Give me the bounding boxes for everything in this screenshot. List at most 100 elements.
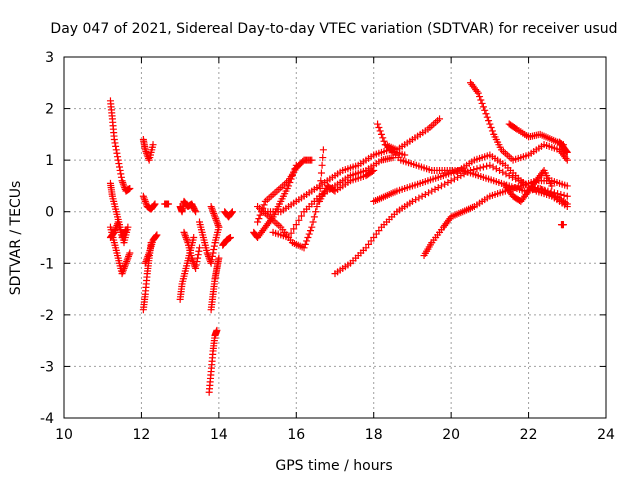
data-point	[113, 149, 121, 157]
data-point	[562, 147, 570, 155]
data-point	[415, 194, 423, 202]
data-point	[180, 228, 188, 236]
data-point	[285, 234, 293, 241]
data-point	[150, 202, 158, 210]
data-point	[478, 99, 486, 107]
data-series-arc-12	[180, 228, 203, 272]
data-point	[434, 184, 442, 192]
data-point	[485, 117, 493, 125]
data-point	[119, 266, 127, 274]
data-point	[483, 162, 491, 170]
data-point	[214, 220, 222, 228]
data-point	[505, 172, 513, 180]
data-point	[450, 175, 458, 183]
data-point	[181, 232, 189, 240]
data-point	[117, 173, 125, 181]
data-series-arc-26	[370, 151, 571, 211]
data-point	[486, 120, 494, 128]
data-point	[215, 223, 223, 231]
data-point	[476, 93, 484, 101]
data-point	[308, 223, 316, 231]
data-point	[208, 204, 216, 212]
data-point	[208, 206, 216, 214]
data-point	[112, 146, 120, 154]
data-point	[481, 106, 489, 114]
data-point	[254, 218, 262, 226]
data-point	[380, 137, 388, 145]
data-point	[563, 182, 571, 190]
data-point	[418, 192, 426, 200]
data-point	[476, 164, 484, 172]
data-point	[563, 192, 571, 200]
data-point	[123, 256, 131, 264]
data-point	[215, 254, 223, 262]
data-point	[210, 209, 218, 217]
data-point	[457, 172, 465, 180]
y-tick-label: 1	[45, 153, 54, 169]
data-point	[126, 185, 134, 193]
data-point	[436, 115, 444, 123]
data-point	[559, 221, 567, 229]
data-point	[121, 263, 129, 271]
data-point	[330, 186, 338, 194]
data-point	[139, 192, 147, 200]
data-series-arc-18	[221, 208, 236, 221]
y-tick-label: -4	[40, 411, 54, 427]
data-series-arc-9	[161, 200, 173, 208]
data-point	[207, 259, 215, 267]
data-point	[182, 234, 190, 241]
data-point	[214, 221, 222, 229]
data-series-arc-8	[141, 231, 161, 267]
data-point	[123, 258, 131, 266]
y-tick-label: 3	[45, 50, 54, 66]
data-point	[153, 231, 161, 239]
data-point	[193, 258, 201, 266]
data-series-arc-29	[420, 177, 571, 260]
data-point	[151, 200, 159, 208]
data-point	[508, 173, 516, 181]
data-point	[260, 201, 268, 209]
data-point	[557, 191, 565, 199]
data-point	[295, 216, 303, 224]
data-point	[213, 218, 221, 226]
data-point	[142, 148, 150, 156]
data-point	[255, 215, 263, 223]
data-point	[140, 194, 148, 202]
data-point	[421, 191, 429, 199]
data-point	[377, 130, 385, 138]
data-point	[116, 166, 124, 174]
plot-border	[63, 56, 607, 419]
data-point	[368, 167, 376, 175]
data-point	[194, 251, 202, 259]
data-series-arc-15	[207, 254, 223, 314]
data-point	[111, 227, 119, 235]
data-series-arc-6	[139, 192, 159, 213]
data-point	[374, 120, 382, 128]
data-series-arc-3	[106, 223, 134, 278]
data-series-arc-33	[556, 138, 571, 156]
data-series-arc-5	[139, 136, 157, 164]
data-point	[165, 200, 173, 208]
data-series-arc-16	[207, 203, 223, 231]
y-axis-label: SDTVAR / TECUs	[8, 181, 24, 296]
data-point	[196, 244, 203, 252]
data-point	[122, 226, 130, 234]
data-point	[195, 247, 203, 255]
data-point	[470, 166, 478, 174]
data-point	[121, 261, 129, 269]
x-tick-label: 18	[365, 427, 383, 443]
data-point	[304, 234, 312, 241]
data-point	[473, 87, 481, 95]
x-tick-label: 16	[287, 427, 305, 443]
data-point	[143, 149, 151, 157]
data-point	[297, 212, 305, 220]
data-point	[120, 182, 128, 190]
data-point	[194, 254, 202, 262]
data-point	[120, 264, 128, 272]
data-point	[370, 166, 378, 174]
data-point	[437, 182, 445, 190]
data-point	[210, 242, 218, 250]
data-point	[144, 252, 152, 260]
